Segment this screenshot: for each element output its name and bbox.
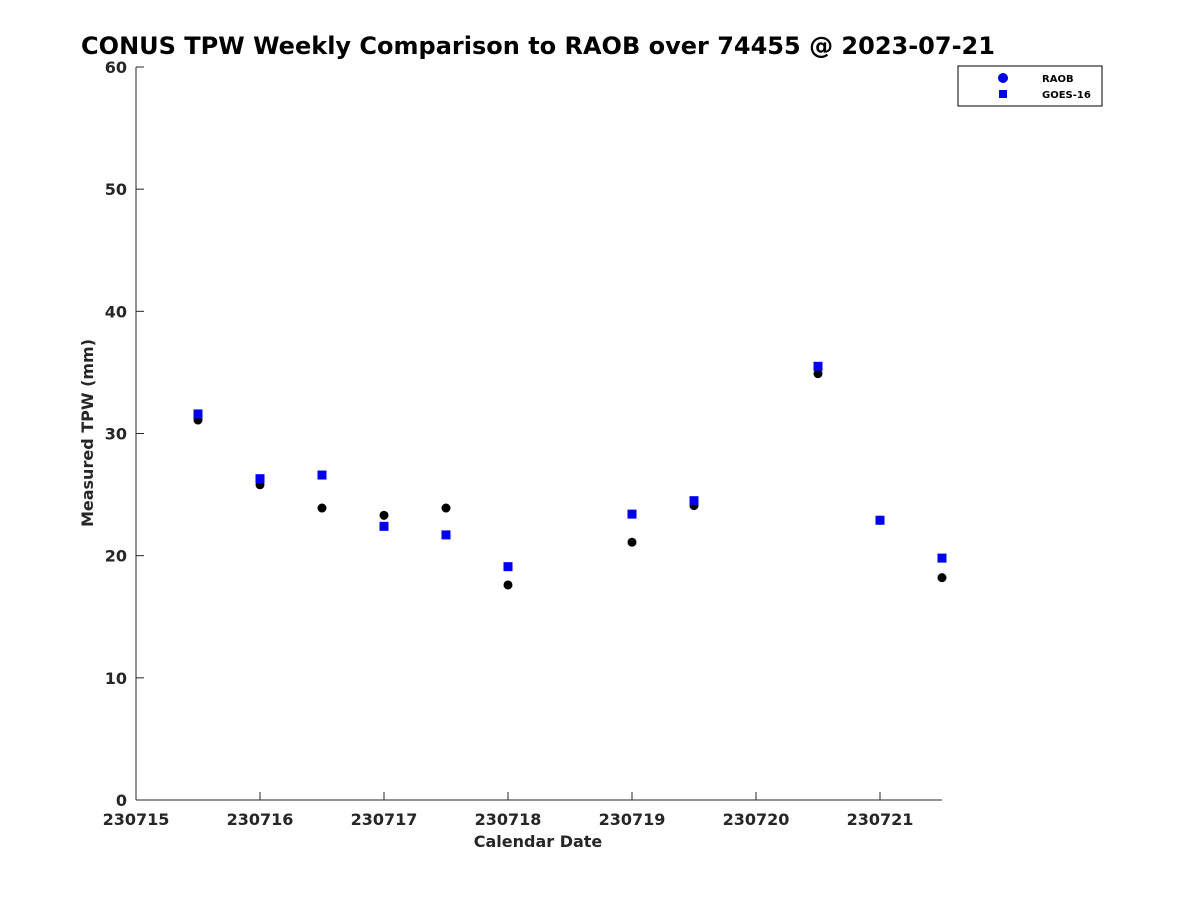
legend: RAOB GOES-16 (957, 65, 1103, 107)
goes-16-point (255, 474, 265, 484)
legend-goes-16-marker (999, 90, 1007, 98)
goes-16-point (193, 409, 203, 419)
goes-16-point (503, 562, 513, 572)
plot-area (136, 67, 942, 800)
goes-16-point (379, 521, 389, 531)
y-tick-label: 10 (105, 669, 127, 688)
raob-point (317, 503, 327, 513)
chart-title: CONUS TPW Weekly Comparison to RAOB over… (81, 32, 995, 60)
goes-16-point (937, 553, 947, 563)
x-tick-label: 230719 (599, 810, 666, 829)
legend-box (957, 65, 1103, 107)
y-tick-label: 0 (116, 791, 127, 810)
x-tick-label: 230717 (351, 810, 418, 829)
axes: 230715 230716 230717 230718 230719 230720 2307… (103, 58, 942, 829)
x-tick-label: 230715 (103, 810, 170, 829)
raob-point (379, 510, 389, 520)
legend-raob-marker (998, 73, 1008, 83)
raob-point (441, 503, 451, 513)
x-axis-label: Calendar Date (474, 832, 603, 851)
y-tick-label: 50 (105, 180, 127, 199)
y-tick-label: 40 (105, 302, 127, 321)
y-tick-label: 30 (105, 425, 127, 444)
data-marks (193, 361, 947, 590)
y-tick-label: 20 (105, 547, 127, 566)
raob-point (503, 580, 513, 590)
goes-16-point (875, 515, 885, 525)
raob-point (937, 573, 947, 583)
y-tick-label: 60 (105, 58, 127, 77)
goes-16-point (441, 530, 451, 540)
x-tick-label: 230718 (475, 810, 542, 829)
goes-16-point (627, 509, 637, 519)
y-axis-label: Measured TPW (mm) (78, 339, 97, 527)
legend-goes-16-label: GOES-16 (1042, 90, 1091, 101)
x-tick-label: 230720 (723, 810, 790, 829)
x-tick-label: 230716 (227, 810, 294, 829)
raob-point (627, 537, 637, 547)
goes-16-point (689, 496, 699, 506)
x-tick-label: 230721 (847, 810, 914, 829)
legend-raob-label: RAOB (1042, 74, 1074, 85)
goes-16-point (317, 470, 327, 480)
goes-16-point (813, 361, 823, 371)
raob-point (813, 369, 823, 379)
